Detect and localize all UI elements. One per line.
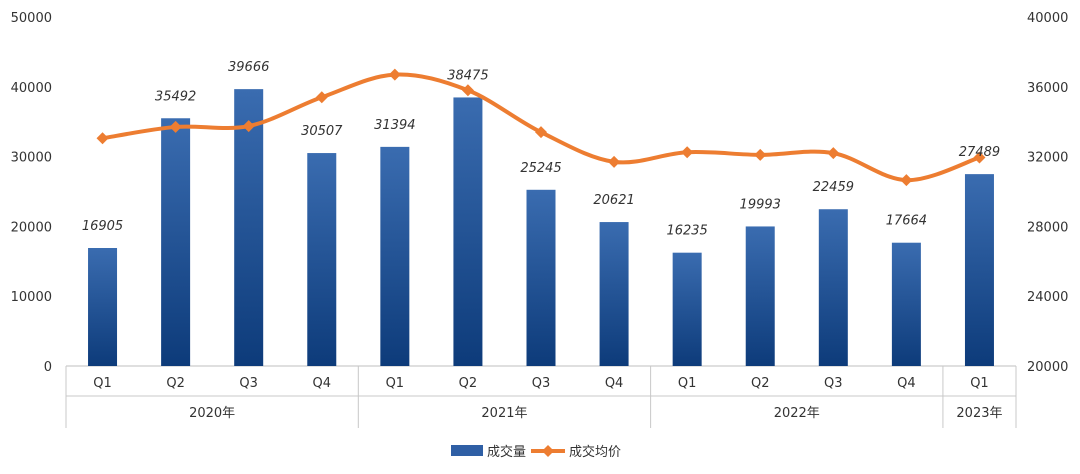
bar (307, 153, 337, 366)
data-labels: 16905 35492 39666 30507 31394 38475 25245 20621… (82, 60, 1000, 239)
x-tick-label: Q1 (970, 376, 989, 391)
y-left-tick-label: 10000 (11, 290, 52, 305)
x-tick-label: Q3 (239, 376, 258, 391)
y-right-tick-label: 20000 (1027, 360, 1068, 375)
legend-bar-swatch (451, 445, 483, 456)
legend-label: 成交均价 (569, 444, 621, 460)
bar-data-label: 31394 (374, 118, 415, 133)
line-point (315, 91, 328, 104)
bar-data-label: 22459 (813, 180, 854, 195)
legend-line-marker (542, 445, 554, 457)
y-right-tick-label: 28000 (1027, 220, 1068, 235)
bar (891, 242, 921, 366)
legend: 成交量 成交均价 (451, 444, 621, 460)
bar (964, 174, 994, 366)
bar (745, 226, 775, 366)
y-left-tick-label: 20000 (11, 220, 52, 235)
line-point (96, 132, 109, 145)
bar (599, 222, 629, 366)
x-tick-label: Q3 (532, 376, 551, 391)
line-point (608, 155, 621, 168)
axes: 0 10000 20000 30000 40000 50000 20000 24000 2800… (11, 11, 1068, 428)
bar (380, 146, 410, 366)
x-group-label: 2023年 (956, 406, 1002, 421)
line-point (461, 84, 474, 97)
y-right-tick-label: 32000 (1027, 151, 1068, 166)
bar-data-label: 27489 (959, 145, 1000, 160)
legend-label: 成交量 (487, 444, 526, 460)
line-point (169, 120, 182, 133)
bar-data-label: 39666 (228, 60, 269, 75)
line-series (96, 68, 986, 187)
bar-data-label: 25245 (520, 161, 561, 176)
bar-data-label: 19993 (740, 197, 781, 212)
bar (818, 209, 848, 366)
x-tick-label: Q3 (824, 376, 843, 391)
bar-data-label: 20621 (593, 193, 634, 208)
x-tick-label: Q4 (897, 376, 916, 391)
y-right-tick-label: 40000 (1027, 11, 1068, 26)
x-tick-label: Q2 (166, 376, 185, 391)
x-tick-label: Q1 (93, 376, 112, 391)
line-point (827, 147, 840, 160)
x-tick-label: Q2 (459, 376, 478, 391)
line-point (754, 148, 767, 161)
bar-data-label: 16905 (82, 219, 123, 234)
bar-data-label: 35492 (155, 89, 196, 104)
bar-data-label: 16235 (666, 224, 707, 239)
x-tick-label: Q1 (678, 376, 697, 391)
x-group-label: 2020年 (189, 406, 235, 421)
bar-data-label: 17664 (886, 214, 927, 229)
x-group-label: 2022年 (774, 406, 820, 421)
y-left-tick-label: 50000 (11, 11, 52, 26)
y-right-tick-label: 24000 (1027, 290, 1068, 305)
y-right-tick-label: 36000 (1027, 81, 1068, 96)
bar (234, 89, 264, 366)
bar (672, 252, 702, 366)
bar-series (88, 89, 994, 366)
x-group-label: 2021年 (481, 406, 527, 421)
y-left-tick-label: 40000 (11, 81, 52, 96)
bar (526, 189, 556, 366)
line-point (681, 146, 694, 159)
bar-data-label: 30507 (301, 124, 343, 139)
x-tick-label: Q4 (313, 376, 332, 391)
y-left-tick-label: 30000 (11, 151, 52, 166)
line-point (242, 120, 255, 133)
line-point (535, 126, 547, 139)
x-tick-label: Q1 (386, 376, 405, 391)
bar (453, 97, 483, 366)
bar (161, 118, 191, 366)
x-tick-label: Q2 (751, 376, 770, 391)
line-point (900, 174, 913, 187)
line-point (973, 151, 986, 164)
bar-data-label: 38475 (447, 68, 488, 83)
y-left-tick-label: 0 (44, 360, 52, 375)
bar (88, 248, 118, 366)
x-tick-label: Q4 (605, 376, 624, 391)
line-point (388, 68, 401, 81)
